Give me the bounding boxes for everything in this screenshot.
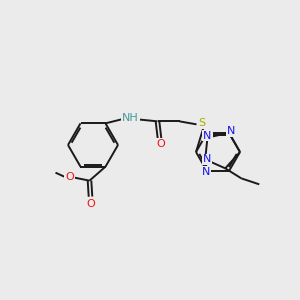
Text: O: O — [156, 139, 165, 149]
Text: N: N — [227, 126, 235, 136]
Text: N: N — [202, 167, 210, 177]
Text: N: N — [203, 154, 212, 164]
Text: O: O — [86, 199, 95, 209]
Text: O: O — [65, 172, 74, 182]
Text: N: N — [203, 130, 212, 140]
Text: S: S — [198, 118, 205, 128]
Text: NH: NH — [122, 113, 139, 123]
